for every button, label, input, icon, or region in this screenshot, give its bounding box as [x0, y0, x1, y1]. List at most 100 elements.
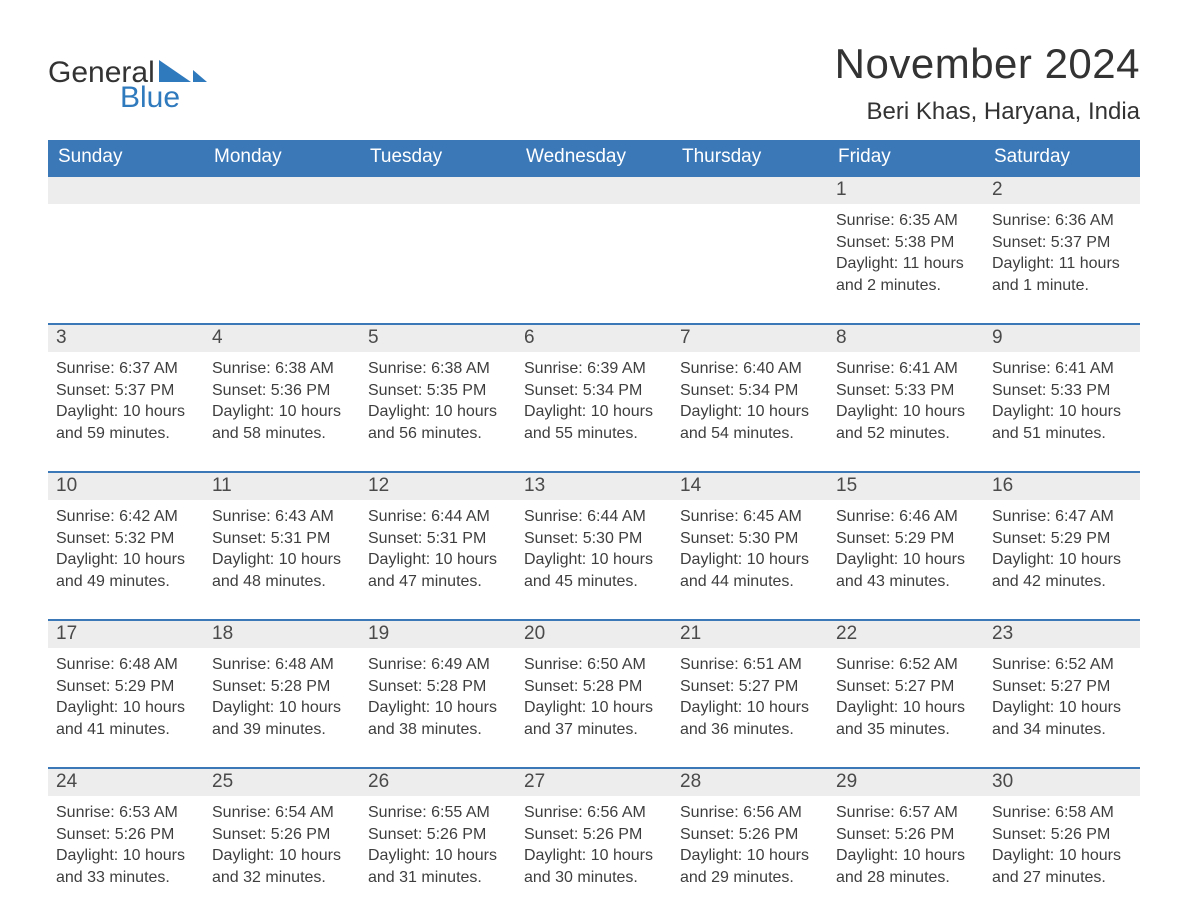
calendar-day-cell: [48, 175, 204, 323]
sunrise-text: Sunrise: 6:48 AM: [56, 654, 196, 676]
day-number: 21: [672, 621, 828, 648]
sunset-text: Sunset: 5:26 PM: [56, 824, 196, 846]
calendar-day-cell: 16Sunrise: 6:47 AMSunset: 5:29 PMDayligh…: [984, 471, 1140, 619]
day-number-bar: [48, 177, 204, 204]
sunrise-text: Sunrise: 6:44 AM: [368, 506, 508, 528]
sunrise-text: Sunrise: 6:39 AM: [524, 358, 664, 380]
daylight-text: Daylight: 10 hours and 36 minutes.: [680, 697, 820, 740]
day-number: 30: [984, 769, 1140, 796]
day-number-bar: [204, 177, 360, 204]
sunrise-text: Sunrise: 6:52 AM: [992, 654, 1132, 676]
day-number: 27: [516, 769, 672, 796]
sunset-text: Sunset: 5:32 PM: [56, 528, 196, 550]
day-number: 11: [204, 473, 360, 500]
sunset-text: Sunset: 5:38 PM: [836, 232, 976, 254]
daylight-text: Daylight: 10 hours and 29 minutes.: [680, 845, 820, 888]
day-number: 14: [672, 473, 828, 500]
day-body: Sunrise: 6:35 AMSunset: 5:38 PMDaylight:…: [828, 204, 984, 300]
day-number-bar: [672, 177, 828, 204]
day-number: 10: [48, 473, 204, 500]
day-body: Sunrise: 6:52 AMSunset: 5:27 PMDaylight:…: [984, 648, 1140, 744]
sunrise-text: Sunrise: 6:52 AM: [836, 654, 976, 676]
location: Beri Khas, Haryana, India: [835, 98, 1140, 126]
calendar-day-cell: 6Sunrise: 6:39 AMSunset: 5:34 PMDaylight…: [516, 323, 672, 471]
title-block: November 2024 Beri Khas, Haryana, India: [835, 40, 1140, 126]
weekday-header: Saturday: [984, 140, 1140, 175]
sunset-text: Sunset: 5:26 PM: [992, 824, 1132, 846]
day-number: 9: [984, 325, 1140, 352]
weekday-header: Thursday: [672, 140, 828, 175]
day-body: Sunrise: 6:49 AMSunset: 5:28 PMDaylight:…: [360, 648, 516, 744]
daylight-text: Daylight: 10 hours and 27 minutes.: [992, 845, 1132, 888]
day-body: Sunrise: 6:56 AMSunset: 5:26 PMDaylight:…: [672, 796, 828, 892]
daylight-text: Daylight: 11 hours and 2 minutes.: [836, 253, 976, 296]
day-body: Sunrise: 6:41 AMSunset: 5:33 PMDaylight:…: [828, 352, 984, 448]
day-body: Sunrise: 6:48 AMSunset: 5:29 PMDaylight:…: [48, 648, 204, 744]
daylight-text: Daylight: 10 hours and 42 minutes.: [992, 549, 1132, 592]
day-body: Sunrise: 6:47 AMSunset: 5:29 PMDaylight:…: [984, 500, 1140, 596]
daylight-text: Daylight: 10 hours and 54 minutes.: [680, 401, 820, 444]
sunrise-text: Sunrise: 6:56 AM: [524, 802, 664, 824]
calendar-day-cell: 3Sunrise: 6:37 AMSunset: 5:37 PMDaylight…: [48, 323, 204, 471]
sunset-text: Sunset: 5:28 PM: [212, 676, 352, 698]
calendar-day-cell: [204, 175, 360, 323]
daylight-text: Daylight: 11 hours and 1 minute.: [992, 253, 1132, 296]
day-body: Sunrise: 6:45 AMSunset: 5:30 PMDaylight:…: [672, 500, 828, 596]
day-number: 25: [204, 769, 360, 796]
day-body: Sunrise: 6:55 AMSunset: 5:26 PMDaylight:…: [360, 796, 516, 892]
calendar-day-cell: 21 Sunrise: 6:51 AMSunset: 5:27 PMDayligh…: [672, 619, 828, 767]
calendar-day-cell: 12Sunrise: 6:44 AMSunset: 5:31 PMDayligh…: [360, 471, 516, 619]
daylight-text: Daylight: 10 hours and 51 minutes.: [992, 401, 1132, 444]
calendar-week-row: 1Sunrise: 6:35 AMSunset: 5:38 PMDaylight…: [48, 175, 1140, 323]
day-body: Sunrise: 6:48 AMSunset: 5:28 PMDaylight:…: [204, 648, 360, 744]
day-number: 26: [360, 769, 516, 796]
calendar-day-cell: 30Sunrise: 6:58 AMSunset: 5:26 PMDayligh…: [984, 767, 1140, 915]
sunrise-text: Sunrise: 6:54 AM: [212, 802, 352, 824]
calendar-day-cell: 1Sunrise: 6:35 AMSunset: 5:38 PMDaylight…: [828, 175, 984, 323]
day-number: 19: [360, 621, 516, 648]
sunrise-text: Sunrise: 6:51 AM: [680, 654, 820, 676]
sunrise-text: Sunrise: 6:42 AM: [56, 506, 196, 528]
daylight-text: Daylight: 10 hours and 31 minutes.: [368, 845, 508, 888]
calendar-day-cell: 5Sunrise: 6:38 AMSunset: 5:35 PMDaylight…: [360, 323, 516, 471]
day-number: 13: [516, 473, 672, 500]
sunset-text: Sunset: 5:34 PM: [680, 380, 820, 402]
calendar-day-cell: 2Sunrise: 6:36 AMSunset: 5:37 PMDaylight…: [984, 175, 1140, 323]
sunrise-text: Sunrise: 6:55 AM: [368, 802, 508, 824]
calendar-week-row: 17Sunrise: 6:48 AMSunset: 5:29 PMDayligh…: [48, 619, 1140, 767]
day-number: 28: [672, 769, 828, 796]
daylight-text: Daylight: 10 hours and 38 minutes.: [368, 697, 508, 740]
sunrise-text: Sunrise: 6:46 AM: [836, 506, 976, 528]
sunrise-text: Sunrise: 6:43 AM: [212, 506, 352, 528]
day-number: 15: [828, 473, 984, 500]
daylight-text: Daylight: 10 hours and 41 minutes.: [56, 697, 196, 740]
sunrise-text: Sunrise: 6:36 AM: [992, 210, 1132, 232]
sunset-text: Sunset: 5:31 PM: [212, 528, 352, 550]
calendar-day-cell: 9Sunrise: 6:41 AMSunset: 5:33 PMDaylight…: [984, 323, 1140, 471]
sunset-text: Sunset: 5:27 PM: [680, 676, 820, 698]
calendar-day-cell: [516, 175, 672, 323]
daylight-text: Daylight: 10 hours and 55 minutes.: [524, 401, 664, 444]
weekday-header: Sunday: [48, 140, 204, 175]
day-number: 17: [48, 621, 204, 648]
calendar-day-cell: 20Sunrise: 6:50 AMSunset: 5:28 PMDayligh…: [516, 619, 672, 767]
day-body: Sunrise: 6:57 AMSunset: 5:26 PMDaylight:…: [828, 796, 984, 892]
sunset-text: Sunset: 5:30 PM: [524, 528, 664, 550]
day-number: 24: [48, 769, 204, 796]
daylight-text: Daylight: 10 hours and 43 minutes.: [836, 549, 976, 592]
calendar-week-row: 10 Sunrise: 6:42 AMSunset: 5:32 PM Dayligh…: [48, 471, 1140, 619]
daylight-text: Daylight: 10 hours and 56 minutes.: [368, 401, 508, 444]
sunset-text: Sunset: 5:26 PM: [212, 824, 352, 846]
day-number: 12: [360, 473, 516, 500]
daylight-text: Daylight: 10 hours and 33 minutes.: [56, 845, 196, 888]
calendar-day-cell: 19Sunrise: 6:49 AMSunset: 5:28 PMDayligh…: [360, 619, 516, 767]
calendar-day-cell: [672, 175, 828, 323]
sunrise-text: Sunrise: 6:45 AM: [680, 506, 820, 528]
sunset-text: Sunset: 5:31 PM: [368, 528, 508, 550]
daylight-text: Daylight: 10 hours and 34 minutes.: [992, 697, 1132, 740]
day-body: Sunrise: 6:58 AMSunset: 5:26 PMDaylight:…: [984, 796, 1140, 892]
calendar-day-cell: 29Sunrise: 6:57 AMSunset: 5:26 PMDayligh…: [828, 767, 984, 915]
sunset-text: Sunset: 5:28 PM: [524, 676, 664, 698]
calendar-day-cell: 22Sunrise: 6:52 AMSunset: 5:27 PMDayligh…: [828, 619, 984, 767]
day-body: Sunrise: 6:46 AMSunset: 5:29 PMDaylight:…: [828, 500, 984, 596]
